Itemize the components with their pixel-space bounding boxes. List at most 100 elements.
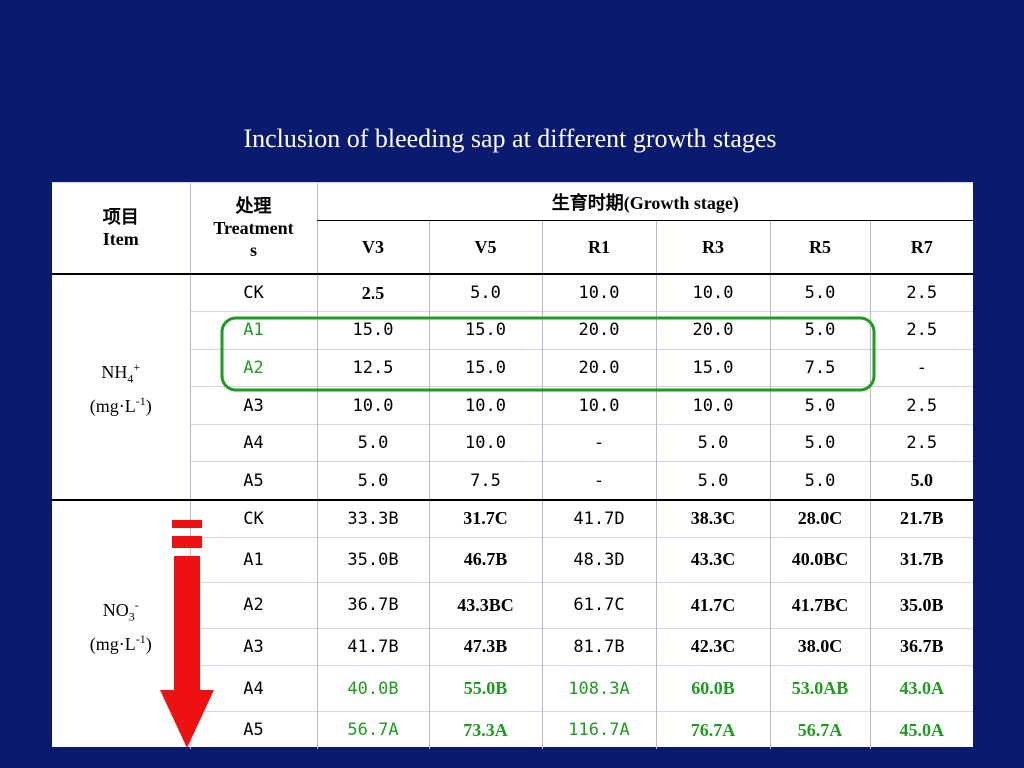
header-stage: R7 bbox=[869, 220, 974, 275]
value-cell: 5.0 bbox=[769, 311, 870, 350]
treatment-cell: A3 bbox=[189, 386, 317, 425]
table-row: A4 5.0 10.0 - 5.0 5.0 2.5 bbox=[52, 423, 974, 462]
treatment-cell: A5 bbox=[189, 710, 317, 749]
table-row: A2 12.5 15.0 20.0 15.0 7.5 - bbox=[52, 348, 974, 387]
table-row: NH4+ (mg·L-1) CK 2.5 5.0 10.0 10.0 5.0 2… bbox=[52, 273, 974, 500]
no3-label-base: NO bbox=[102, 600, 129, 621]
value-cell: 5.0 bbox=[769, 386, 870, 425]
value-cell: 35.0B bbox=[869, 582, 974, 629]
value-cell: 10.0 bbox=[541, 386, 656, 425]
header-stage: R1 bbox=[541, 220, 656, 275]
header-item: 项目 Item bbox=[52, 182, 190, 275]
value-cell: 12.5 bbox=[316, 348, 429, 387]
value-cell: 36.7B bbox=[316, 582, 429, 629]
value-cell: 10.0 bbox=[655, 386, 770, 425]
value-cell: 33.3B bbox=[316, 498, 429, 538]
table-row: A1 15.0 15.0 20.0 20.0 5.0 2.5 bbox=[52, 311, 974, 350]
value-cell: 28.0C bbox=[769, 498, 870, 538]
nh4-unit-sup: -1 bbox=[135, 394, 146, 409]
header-treatment-en: Treatment bbox=[213, 218, 294, 238]
no3-label-sup: - bbox=[134, 598, 139, 613]
value-cell: 47.3B bbox=[428, 627, 542, 666]
no3-label: NO3- (mg·L-1) bbox=[52, 498, 190, 749]
header-treatment: 处理 Treatment s bbox=[189, 182, 317, 275]
value-cell: 55.0B bbox=[428, 665, 542, 712]
value-cell: 81.7B bbox=[541, 627, 656, 666]
value-cell: 5.0 bbox=[655, 423, 770, 462]
value-cell: 10.0 bbox=[428, 386, 542, 425]
value-cell: 7.5 bbox=[428, 461, 542, 500]
nh4-label-sup: + bbox=[133, 360, 141, 375]
value-cell: 5.0 bbox=[769, 461, 870, 500]
value-cell: 41.7B bbox=[316, 627, 429, 666]
value-cell: 20.0 bbox=[541, 311, 656, 350]
table-row: A5 56.7A 73.3A 116.7A 76.7A 56.7A 45.0A bbox=[52, 710, 974, 749]
header-treatment-en-wrap: s bbox=[249, 240, 257, 260]
table-row: A1 35.0B 46.7B 48.3D 43.3C 40.0BC 31.7B bbox=[52, 536, 974, 583]
value-cell: 43.3C bbox=[655, 536, 770, 583]
value-cell: 10.0 bbox=[655, 273, 770, 312]
value-cell: 43.3BC bbox=[428, 582, 542, 629]
value-cell: 2.5 bbox=[316, 273, 429, 312]
header-stage: R3 bbox=[655, 220, 770, 275]
value-cell: 5.0 bbox=[316, 461, 429, 500]
value-cell: 5.0 bbox=[316, 423, 429, 462]
nh4-unit: (mg·L bbox=[89, 396, 136, 417]
value-cell: 40.0B bbox=[316, 665, 429, 712]
value-cell: 41.7BC bbox=[769, 582, 870, 629]
table-row: A5 5.0 7.5 - 5.0 5.0 5.0 bbox=[52, 461, 974, 500]
value-cell: 48.3D bbox=[541, 536, 656, 583]
value-cell: 2.5 bbox=[869, 273, 974, 312]
value-cell: 42.3C bbox=[655, 627, 770, 666]
header-treatment-cn: 处理 bbox=[235, 196, 272, 216]
treatment-cell: A2 bbox=[189, 582, 317, 629]
value-cell: 53.0AB bbox=[769, 665, 870, 712]
treatment-cell: A1 bbox=[189, 536, 317, 583]
treatment-cell: CK bbox=[189, 498, 317, 538]
value-cell: 21.7B bbox=[869, 498, 974, 538]
nh4-label-sub: 4 bbox=[127, 372, 134, 387]
table-row: A2 36.7B 43.3BC 61.7C 41.7C 41.7BC 35.0B bbox=[52, 582, 974, 629]
value-cell: 35.0B bbox=[316, 536, 429, 583]
value-cell: 56.7A bbox=[316, 710, 429, 749]
treatment-cell: A5 bbox=[189, 461, 317, 500]
table-row: NO3- (mg·L-1) CK 33.3B 31.7C 41.7D 38.3C… bbox=[52, 498, 974, 749]
header-stage: R5 bbox=[769, 220, 870, 275]
treatment-cell: A1 bbox=[189, 311, 317, 350]
value-cell: 15.0 bbox=[316, 311, 429, 350]
nh4-label-base: NH bbox=[101, 362, 128, 383]
value-cell: 2.5 bbox=[869, 311, 974, 350]
value-cell: 116.7A bbox=[541, 710, 656, 749]
value-cell: - bbox=[541, 423, 656, 462]
value-cell: 2.5 bbox=[869, 423, 974, 462]
header-growth-stage: 生育时期(Growth stage) bbox=[316, 182, 974, 221]
no3-unit-close: ) bbox=[145, 634, 152, 654]
data-table: 项目 Item 处理 Treatment s 生育时期(Growth stage… bbox=[52, 182, 974, 749]
value-cell: 56.7A bbox=[769, 710, 870, 749]
treatment-cell: A3 bbox=[189, 627, 317, 666]
value-cell: 5.0 bbox=[428, 273, 542, 312]
nh4-unit-close: ) bbox=[145, 396, 152, 417]
value-cell: - bbox=[869, 348, 974, 387]
value-cell: 5.0 bbox=[769, 273, 870, 312]
value-cell: 10.0 bbox=[316, 386, 429, 425]
treatment-cell: A4 bbox=[189, 423, 317, 462]
value-cell: 31.7B bbox=[869, 536, 974, 583]
no3-unit: (mg·L bbox=[89, 634, 136, 654]
value-cell: 20.0 bbox=[541, 348, 656, 387]
treatment-cell: A4 bbox=[189, 665, 317, 712]
value-cell: 2.5 bbox=[869, 386, 974, 425]
nh4-label: NH4+ (mg·L-1) bbox=[52, 273, 190, 500]
no3-unit-sup: -1 bbox=[135, 632, 146, 646]
value-cell: 5.0 bbox=[769, 423, 870, 462]
value-cell: 15.0 bbox=[428, 348, 542, 387]
value-cell: 10.0 bbox=[541, 273, 656, 312]
value-cell: 60.0B bbox=[655, 665, 770, 712]
value-cell: 43.0A bbox=[869, 665, 974, 712]
value-cell: 10.0 bbox=[428, 423, 542, 462]
value-cell: 40.0BC bbox=[769, 536, 870, 583]
value-cell: 45.0A bbox=[869, 710, 974, 749]
treatment-cell: CK bbox=[189, 273, 317, 312]
value-cell: 108.3A bbox=[541, 665, 656, 712]
treatment-cell: A2 bbox=[189, 348, 317, 387]
